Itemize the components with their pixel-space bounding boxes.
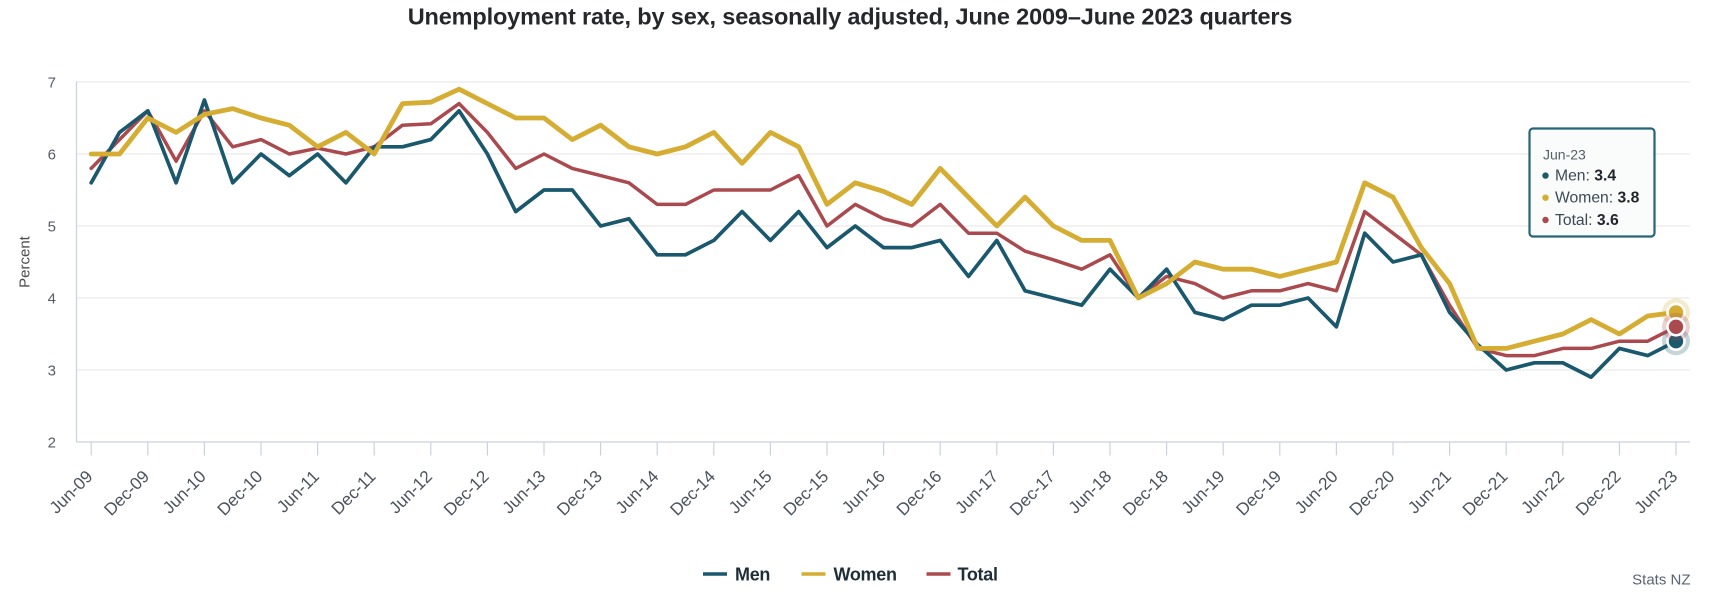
svg-text:6: 6	[48, 146, 56, 163]
svg-text:7: 7	[48, 74, 56, 91]
svg-text:Total: Total	[958, 565, 998, 585]
svg-text:Jun-14: Jun-14	[611, 466, 663, 518]
svg-text:Men: 3.4: Men: 3.4	[1555, 168, 1616, 185]
svg-text:Stats NZ: Stats NZ	[1632, 572, 1690, 589]
svg-text:Men: Men	[735, 565, 770, 585]
svg-text:Jun-11: Jun-11	[273, 466, 323, 516]
svg-text:5: 5	[48, 218, 56, 235]
svg-text:Jun-18: Jun-18	[1064, 466, 1115, 517]
svg-text:2: 2	[48, 434, 56, 451]
svg-text:Jun-16: Jun-16	[838, 466, 889, 517]
svg-text:Jun-13: Jun-13	[498, 466, 549, 517]
svg-text:Dec-14: Dec-14	[666, 466, 720, 520]
svg-text:Jun-21: Jun-21	[1404, 466, 1455, 517]
svg-text:Dec-17: Dec-17	[1005, 466, 1058, 519]
svg-text:Jun-23: Jun-23	[1543, 147, 1586, 163]
svg-text:Dec-20: Dec-20	[1345, 466, 1398, 519]
svg-text:Dec-15: Dec-15	[779, 466, 832, 519]
svg-text:Women: 3.8: Women: 3.8	[1555, 190, 1640, 207]
svg-text:Dec-09: Dec-09	[100, 466, 153, 519]
svg-text:Jun-23: Jun-23	[1630, 466, 1681, 517]
svg-text:Percent: Percent	[17, 235, 34, 288]
svg-text:Jun-22: Jun-22	[1517, 466, 1568, 517]
svg-text:Dec-12: Dec-12	[439, 466, 492, 519]
svg-text:Jun-19: Jun-19	[1177, 466, 1228, 517]
svg-text:Jun-10: Jun-10	[158, 466, 209, 517]
svg-text:Dec-21: Dec-21	[1458, 466, 1511, 519]
svg-text:Dec-11: Dec-11	[327, 466, 379, 518]
svg-text:Dec-18: Dec-18	[1119, 466, 1172, 519]
svg-text:Jun-20: Jun-20	[1290, 466, 1341, 517]
svg-text:Unemployment rate, by sex, sea: Unemployment rate, by sex, seasonally ad…	[408, 3, 1293, 29]
svg-text:Dec-16: Dec-16	[892, 466, 945, 519]
svg-text:Total: 3.6: Total: 3.6	[1555, 212, 1619, 229]
svg-text:Dec-10: Dec-10	[213, 466, 266, 519]
svg-text:Jun-17: Jun-17	[951, 466, 1002, 517]
svg-text:Jun-15: Jun-15	[724, 466, 775, 517]
svg-text:Jun-09: Jun-09	[45, 466, 96, 517]
svg-text:Dec-22: Dec-22	[1571, 466, 1624, 519]
svg-text:Jun-12: Jun-12	[385, 466, 436, 517]
svg-text:Women: Women	[834, 565, 897, 585]
svg-text:Dec-19: Dec-19	[1232, 466, 1285, 519]
svg-text:3: 3	[48, 362, 56, 379]
svg-text:4: 4	[48, 290, 56, 307]
svg-text:Dec-13: Dec-13	[553, 466, 606, 519]
